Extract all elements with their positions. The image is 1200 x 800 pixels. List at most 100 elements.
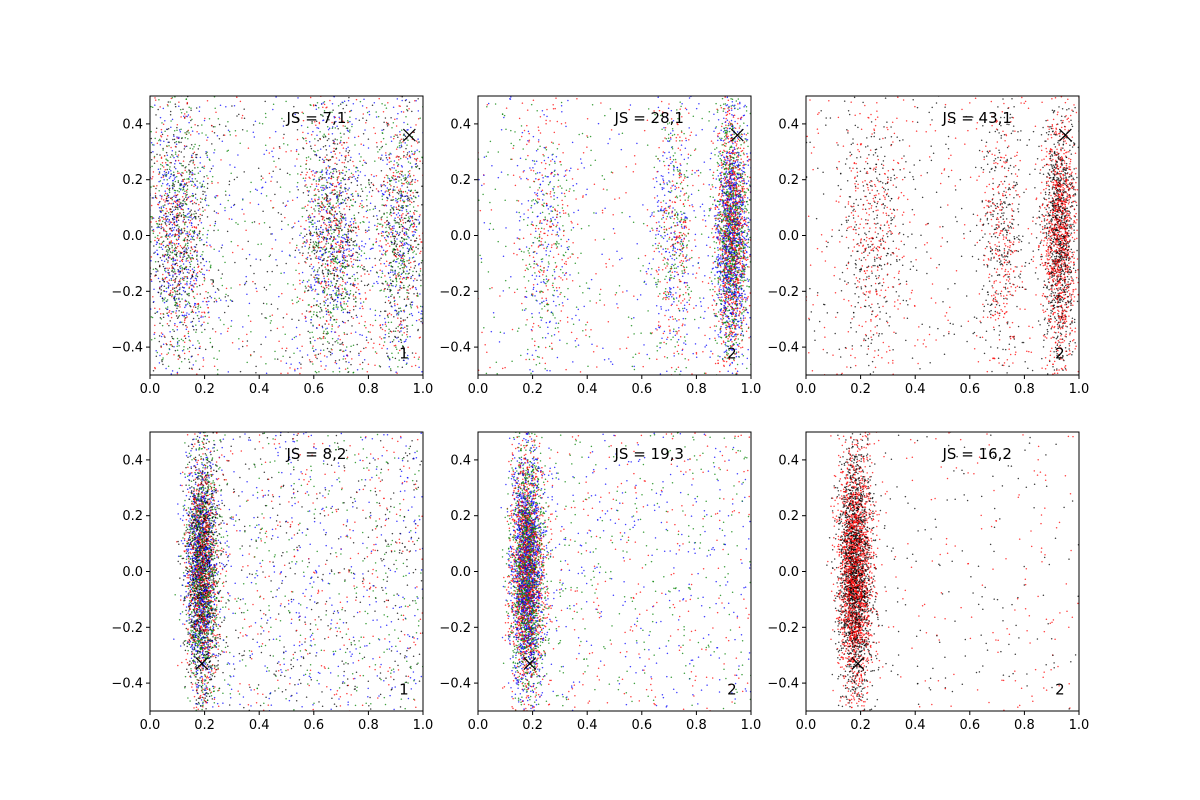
scatter-point bbox=[329, 220, 332, 222]
scatter-point bbox=[396, 232, 399, 234]
scatter-point bbox=[170, 240, 173, 242]
scatter-point bbox=[289, 242, 291, 244]
scatter-point bbox=[386, 175, 389, 177]
scatter-point bbox=[191, 118, 193, 121]
scatter-point bbox=[389, 279, 392, 281]
scatter-point bbox=[409, 203, 411, 206]
scatter-point bbox=[347, 196, 350, 199]
scatter-point bbox=[190, 209, 192, 211]
scatter-point bbox=[198, 320, 200, 323]
scatter-point bbox=[335, 321, 338, 324]
scatter-point bbox=[331, 325, 334, 328]
scatter-point bbox=[293, 352, 295, 354]
scatter-point bbox=[368, 191, 371, 193]
scatter-point bbox=[406, 123, 409, 126]
scatter-point bbox=[340, 276, 342, 278]
scatter-point bbox=[173, 299, 176, 301]
scatter-point bbox=[392, 199, 395, 201]
scatter-point bbox=[332, 93, 334, 95]
scatter-point bbox=[331, 168, 334, 171]
scatter-point bbox=[355, 232, 357, 234]
scatter-point bbox=[325, 168, 327, 170]
scatter-point bbox=[183, 148, 186, 150]
scatter-point bbox=[300, 363, 302, 365]
scatter-point bbox=[175, 196, 177, 198]
scatter-point bbox=[345, 170, 348, 173]
scatter-point bbox=[305, 310, 308, 312]
scatter-point bbox=[322, 343, 324, 345]
scatter-point bbox=[400, 317, 402, 320]
scatter-point bbox=[311, 267, 313, 270]
scatter-point bbox=[350, 217, 353, 220]
scatter-point bbox=[164, 221, 166, 224]
scatter-point bbox=[154, 97, 156, 99]
scatter-point bbox=[409, 261, 412, 264]
scatter-point bbox=[343, 226, 346, 228]
scatter-point bbox=[357, 226, 360, 229]
scatter-point bbox=[386, 199, 388, 202]
scatter-point bbox=[397, 208, 399, 211]
scatter-point bbox=[377, 276, 380, 278]
scatter-point bbox=[396, 238, 398, 240]
scatter-point bbox=[373, 101, 376, 104]
scatter-point bbox=[196, 131, 198, 133]
scatter-point bbox=[384, 117, 387, 119]
scatter-point bbox=[349, 224, 352, 227]
scatter-point bbox=[377, 190, 379, 192]
scatter-point bbox=[158, 226, 160, 228]
scatter-point bbox=[443, 250, 445, 252]
scatter-point bbox=[361, 164, 364, 167]
scatter-point bbox=[160, 377, 162, 379]
scatter-point bbox=[323, 330, 325, 333]
scatter-point bbox=[313, 175, 316, 177]
scatter-point bbox=[381, 129, 383, 131]
scatter-point bbox=[175, 224, 177, 227]
scatter-point bbox=[317, 244, 320, 246]
scatter-point bbox=[354, 144, 356, 146]
scatter-point bbox=[407, 216, 410, 218]
scatter-point bbox=[397, 266, 399, 268]
scatter-point bbox=[366, 205, 368, 207]
scatter-point bbox=[343, 272, 346, 274]
scatter-point bbox=[320, 308, 323, 311]
scatter-point bbox=[289, 367, 291, 369]
scatter-point bbox=[405, 304, 408, 306]
scatter-point bbox=[225, 300, 227, 302]
scatter-point bbox=[400, 310, 402, 312]
scatter-point bbox=[386, 282, 389, 284]
scatter-point bbox=[202, 300, 204, 303]
scatter-point bbox=[319, 62, 321, 64]
scatter-point bbox=[394, 386, 396, 388]
scatter-point bbox=[335, 283, 337, 285]
scatter-point bbox=[364, 243, 367, 245]
scatter-point bbox=[322, 89, 324, 91]
scatter-point bbox=[393, 243, 395, 245]
scatter-point bbox=[340, 225, 342, 227]
scatter-point bbox=[318, 196, 320, 198]
scatter-point bbox=[158, 180, 160, 183]
scatter-point bbox=[398, 180, 400, 182]
scatter-point bbox=[151, 226, 153, 228]
scatter-point bbox=[425, 238, 427, 240]
scatter-point bbox=[188, 339, 191, 341]
scatter-point bbox=[187, 235, 190, 238]
scatter-point bbox=[331, 251, 334, 254]
scatter-point bbox=[398, 274, 401, 277]
scatter-point bbox=[323, 222, 325, 224]
scatter-point bbox=[348, 248, 350, 250]
scatter-point bbox=[251, 221, 254, 224]
scatter-point bbox=[327, 309, 329, 311]
scatter-point bbox=[179, 108, 182, 111]
scatter-point bbox=[402, 191, 404, 193]
scatter-point bbox=[188, 256, 190, 259]
scatter-point bbox=[404, 412, 406, 414]
scatter-point bbox=[304, 285, 307, 287]
scatter-point bbox=[271, 248, 273, 250]
scatter-point bbox=[171, 245, 173, 247]
scatter-point bbox=[184, 337, 187, 340]
scatter-point bbox=[181, 298, 183, 300]
scatter-point bbox=[402, 244, 405, 247]
scatter-point bbox=[206, 175, 208, 177]
scatter-point bbox=[195, 324, 197, 326]
scatter-point bbox=[338, 250, 341, 252]
